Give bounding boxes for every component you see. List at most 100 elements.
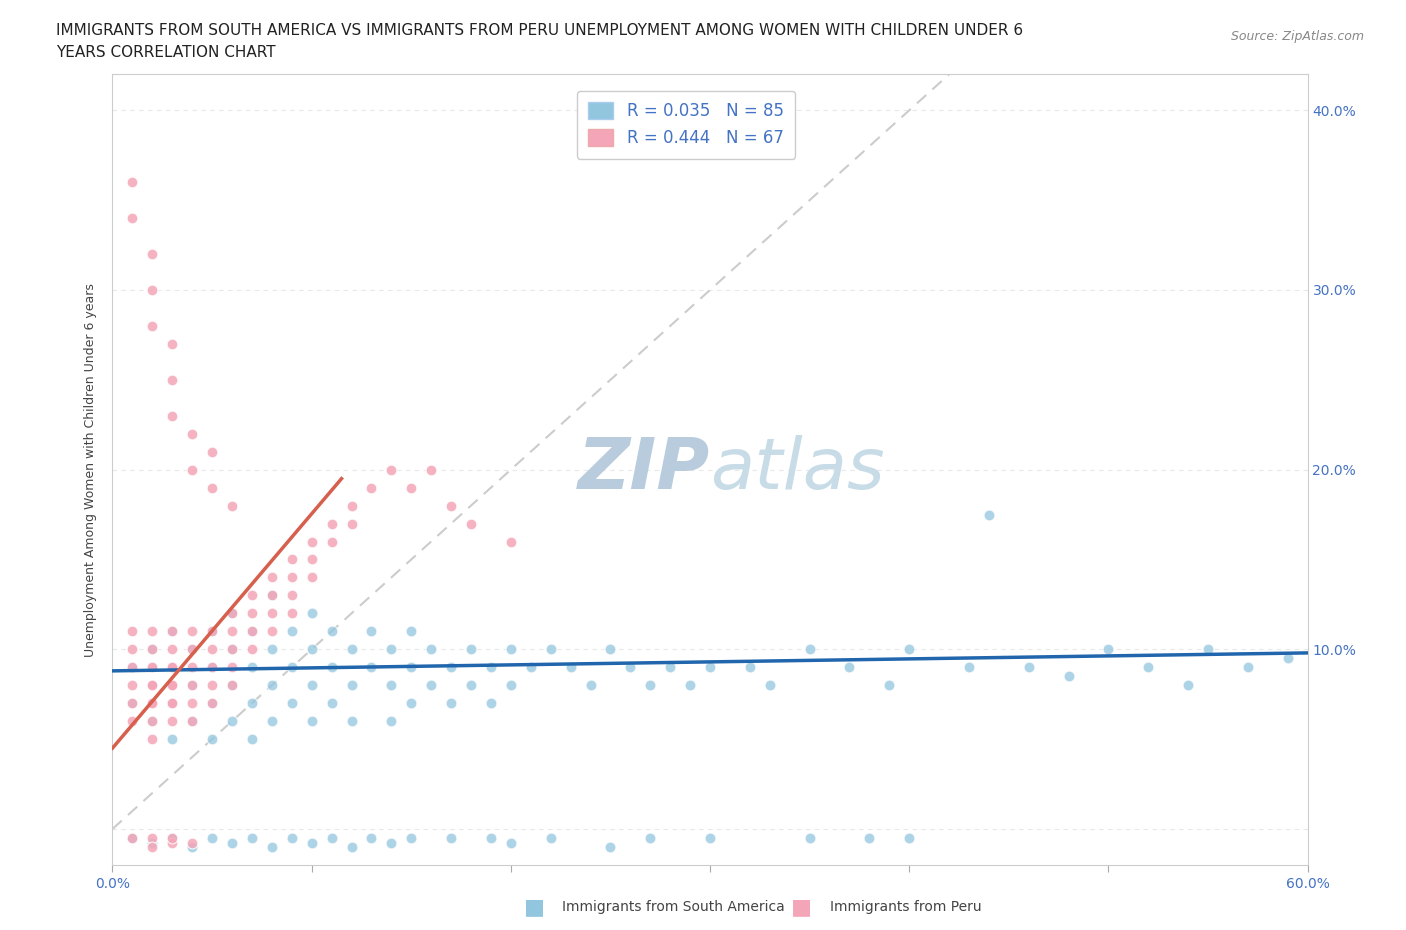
Point bbox=[221, 678, 243, 693]
Point bbox=[540, 642, 562, 657]
Text: Immigrants from South America: Immigrants from South America bbox=[562, 899, 785, 914]
Point bbox=[420, 462, 443, 477]
Point bbox=[281, 570, 304, 585]
Point bbox=[560, 660, 582, 675]
Point bbox=[977, 507, 1000, 522]
Point bbox=[759, 678, 782, 693]
Point bbox=[121, 175, 143, 190]
Point bbox=[460, 516, 482, 531]
Point bbox=[181, 840, 204, 855]
Point bbox=[141, 678, 163, 693]
Point bbox=[240, 830, 263, 845]
Point bbox=[838, 660, 860, 675]
Point bbox=[201, 830, 224, 845]
Point bbox=[301, 642, 323, 657]
Point bbox=[260, 624, 283, 639]
Point bbox=[162, 408, 183, 423]
Point bbox=[380, 713, 402, 728]
Point bbox=[260, 588, 283, 603]
Point bbox=[121, 696, 143, 711]
Point bbox=[121, 713, 143, 728]
Y-axis label: Unemployment Among Women with Children Under 6 years: Unemployment Among Women with Children U… bbox=[83, 283, 97, 657]
Point bbox=[340, 516, 363, 531]
Point bbox=[340, 498, 363, 513]
Point bbox=[181, 624, 204, 639]
Point bbox=[1057, 669, 1080, 684]
Point bbox=[162, 660, 183, 675]
Point bbox=[181, 836, 204, 851]
Point bbox=[121, 830, 143, 845]
Point bbox=[301, 606, 323, 621]
Point bbox=[121, 830, 143, 845]
Point bbox=[181, 426, 204, 441]
Point bbox=[898, 642, 921, 657]
Point bbox=[201, 696, 224, 711]
Point bbox=[201, 445, 224, 459]
Point bbox=[162, 696, 183, 711]
Point bbox=[260, 678, 283, 693]
Point bbox=[141, 624, 163, 639]
Text: YEARS CORRELATION CHART: YEARS CORRELATION CHART bbox=[56, 45, 276, 60]
Point bbox=[321, 534, 343, 549]
Point bbox=[360, 624, 382, 639]
Point bbox=[440, 498, 463, 513]
Point bbox=[420, 642, 443, 657]
Point bbox=[401, 696, 423, 711]
Text: Source: ZipAtlas.com: Source: ZipAtlas.com bbox=[1230, 30, 1364, 43]
Point bbox=[162, 830, 183, 845]
Point bbox=[499, 836, 522, 851]
Point bbox=[499, 534, 522, 549]
Point bbox=[260, 642, 283, 657]
Point bbox=[221, 606, 243, 621]
Point bbox=[260, 713, 283, 728]
Point bbox=[858, 830, 880, 845]
Point bbox=[181, 678, 204, 693]
Point bbox=[1197, 642, 1219, 657]
Point bbox=[699, 830, 721, 845]
Text: ■: ■ bbox=[524, 897, 544, 917]
Point bbox=[401, 624, 423, 639]
Point bbox=[301, 836, 323, 851]
Point bbox=[440, 660, 463, 675]
Point bbox=[360, 480, 382, 495]
Point bbox=[181, 462, 204, 477]
Point bbox=[440, 830, 463, 845]
Point bbox=[141, 678, 163, 693]
Point bbox=[579, 678, 602, 693]
Point bbox=[201, 678, 224, 693]
Point bbox=[640, 830, 662, 845]
Point bbox=[240, 696, 263, 711]
Point bbox=[141, 696, 163, 711]
Point bbox=[281, 588, 304, 603]
Point bbox=[380, 642, 402, 657]
Point bbox=[499, 642, 522, 657]
Point bbox=[162, 696, 183, 711]
Point bbox=[360, 830, 382, 845]
Point bbox=[640, 678, 662, 693]
Point bbox=[440, 696, 463, 711]
Point bbox=[201, 660, 224, 675]
Point bbox=[162, 713, 183, 728]
Point bbox=[301, 713, 323, 728]
Point bbox=[121, 660, 143, 675]
Point bbox=[260, 588, 283, 603]
Point bbox=[260, 840, 283, 855]
Point bbox=[619, 660, 641, 675]
Text: IMMIGRANTS FROM SOUTH AMERICA VS IMMIGRANTS FROM PERU UNEMPLOYMENT AMONG WOMEN W: IMMIGRANTS FROM SOUTH AMERICA VS IMMIGRA… bbox=[56, 23, 1024, 38]
Point bbox=[221, 606, 243, 621]
Point bbox=[141, 660, 163, 675]
Point bbox=[799, 830, 821, 845]
Point bbox=[141, 830, 163, 845]
Point bbox=[957, 660, 980, 675]
Point bbox=[380, 678, 402, 693]
Point bbox=[162, 624, 183, 639]
Point bbox=[221, 713, 243, 728]
Point bbox=[380, 836, 402, 851]
Point bbox=[281, 660, 304, 675]
Point bbox=[499, 678, 522, 693]
Point bbox=[281, 696, 304, 711]
Point bbox=[221, 642, 243, 657]
Point bbox=[121, 678, 143, 693]
Point bbox=[460, 678, 482, 693]
Point bbox=[898, 830, 921, 845]
